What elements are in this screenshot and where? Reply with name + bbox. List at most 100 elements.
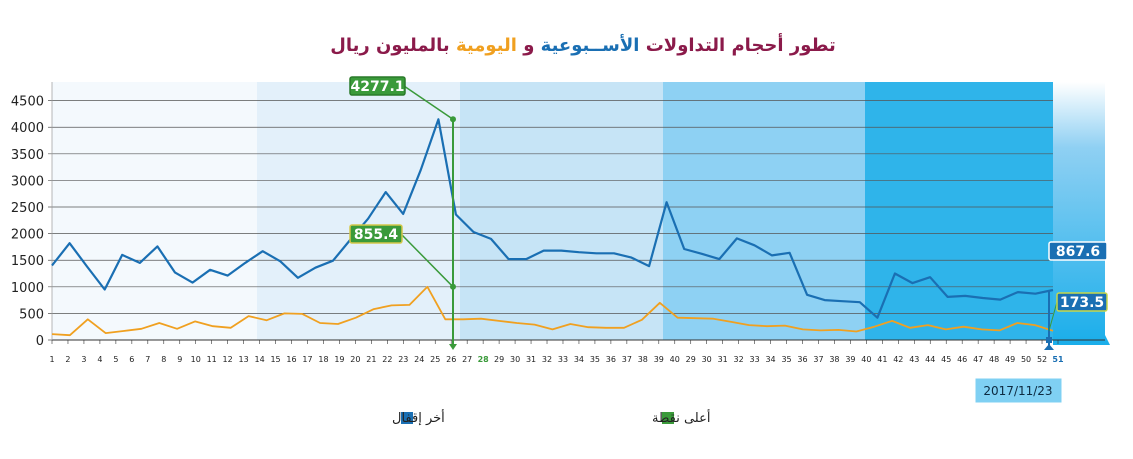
y-tick-label: 500 <box>19 307 44 322</box>
x-tick-label: 34 <box>574 355 584 364</box>
background-band <box>663 82 865 340</box>
y-tick-label: 4500 <box>11 95 44 110</box>
x-tick-label: 40 <box>670 355 680 364</box>
x-tick-label: 12 <box>223 355 233 364</box>
x-tick-label: 36 <box>606 355 616 364</box>
series-line-daily <box>51 285 1054 337</box>
x-tick-label: 9 <box>177 355 182 364</box>
title-part-2: و <box>517 35 541 56</box>
x-tick-label: 34 <box>765 355 775 364</box>
max-weekly-label: 4277.1 <box>349 76 406 96</box>
x-tick-label: 22 <box>382 355 392 364</box>
background-bands <box>52 82 1110 345</box>
last-daily-label-box <box>1056 292 1108 312</box>
x-tick-label: 37 <box>622 355 632 364</box>
side-panel <box>1053 82 1110 345</box>
chart-title: تطور أحجام التداولات الأســبوعية و اليوم… <box>330 33 836 56</box>
background-band <box>460 82 663 340</box>
peak-marker-arrow <box>449 344 457 350</box>
y-tick-label: 2000 <box>11 228 44 243</box>
x-axis-ticks: 1 2 3 4 5 6 7 8 9 10 11 12 13 14 15 16 17 18 19 20 21 22 23 24 2… <box>49 340 1064 364</box>
last-weekly-label-box <box>1048 241 1108 261</box>
x-tick-label: 33 <box>750 355 760 364</box>
last-daily-label-text: 173.5 <box>1060 295 1104 311</box>
x-tick-label: 29 <box>686 355 696 364</box>
x-tick-label: 21 <box>366 355 376 364</box>
last-weekly-label-text: 867.6 <box>1056 244 1100 260</box>
x-tick-label: 35 <box>590 355 600 364</box>
last-daily-leader <box>1048 301 1058 331</box>
x-tick-label: 44 <box>925 355 935 364</box>
x-tick-label: 4 <box>97 355 102 364</box>
x-tick-label: 17 <box>302 355 312 364</box>
x-tick-label: 45 <box>941 355 951 364</box>
x-tick-label: 50 <box>1021 355 1031 364</box>
x-tick-label: 14 <box>254 355 264 364</box>
max-daily-label-text: 855.4 <box>354 227 399 243</box>
x-tick-label: 10 <box>191 355 201 364</box>
legend-swatch <box>662 412 674 424</box>
x-tick-label: 32 <box>734 355 744 364</box>
x-tick-label: 18 <box>318 355 328 364</box>
y-axis-ticks: 0 500 1000 1500 2000 2500 3000 3500 4000 4500 <box>11 95 44 349</box>
x-tick-label: 6 <box>129 355 134 364</box>
x-tick-label: 43 <box>909 355 919 364</box>
y-tick-label: 1500 <box>11 254 44 269</box>
x-tick-label: 36 <box>797 355 807 364</box>
background-band <box>52 82 257 340</box>
x-tick-label: 46 <box>957 355 967 364</box>
y-tick-label: 1000 <box>11 281 44 296</box>
title-part-4: بالمليون ريال <box>330 35 456 56</box>
max-daily-label-box <box>349 224 403 244</box>
x-tick-label: 48 <box>989 355 999 364</box>
x-tick-label: 7 <box>145 355 150 364</box>
x-tick-label: 41 <box>877 355 887 364</box>
title-part-3: اليومية <box>456 35 517 56</box>
x-tick-label: 39 <box>654 355 664 364</box>
x-tick-label: 23 <box>398 355 408 364</box>
x-tick-label: 25 <box>430 355 440 364</box>
last-daily-label: 173.5 <box>1056 292 1108 312</box>
x-tick-label: 38 <box>829 355 839 364</box>
last-date-box <box>974 377 1063 404</box>
x-tick-label: 2 <box>65 355 70 364</box>
x-tick-label: 38 <box>638 355 648 364</box>
x-tick-label: 30 <box>702 355 712 364</box>
max-weekly-label-box <box>349 76 406 96</box>
x-tick-label: 16 <box>286 355 296 364</box>
x-tick-label: 35 <box>781 355 791 364</box>
x-tick-label: 24 <box>414 355 424 364</box>
x-tick-label: 51 <box>1052 355 1064 364</box>
x-tick-label: 49 <box>1005 355 1015 364</box>
background-band <box>257 82 460 340</box>
x-tick-label: 15 <box>270 355 280 364</box>
x-tick-label: 37 <box>813 355 823 364</box>
legend-label: أخر إقفال <box>392 409 445 426</box>
x-tick-label: 31 <box>718 355 728 364</box>
background-band <box>865 82 1053 340</box>
x-tick-label: 39 <box>845 355 855 364</box>
last-date-badge: 2017/11/23 <box>974 344 1063 404</box>
max-daily-leader <box>401 234 454 288</box>
x-tick-label: 19 <box>334 355 344 364</box>
y-tick-label: 3500 <box>11 148 44 163</box>
x-tick-label: 20 <box>350 355 360 364</box>
last-marker-square <box>1046 337 1052 343</box>
max-weekly-leader <box>403 85 454 120</box>
x-tick-label: 40 <box>861 355 871 364</box>
y-tick-label: 3000 <box>11 174 44 189</box>
series-lines <box>51 118 1054 337</box>
x-tick-label: 31 <box>526 355 536 364</box>
last-date-pointer <box>1044 344 1054 350</box>
x-tick-label: 32 <box>542 355 552 364</box>
x-tick-label: 8 <box>161 355 166 364</box>
legend-label: أعلى نقطة <box>652 409 710 426</box>
legend-swatch <box>401 412 413 424</box>
y-tick-label: 2500 <box>11 201 44 216</box>
x-tick-label: 33 <box>558 355 568 364</box>
title-part-0: تطور أحجام التداولات <box>639 33 835 56</box>
x-tick-label: 3 <box>81 355 86 364</box>
legend: أخر إقفال أعلى نقطة <box>392 409 710 426</box>
x-tick-label: 5 <box>113 355 118 364</box>
